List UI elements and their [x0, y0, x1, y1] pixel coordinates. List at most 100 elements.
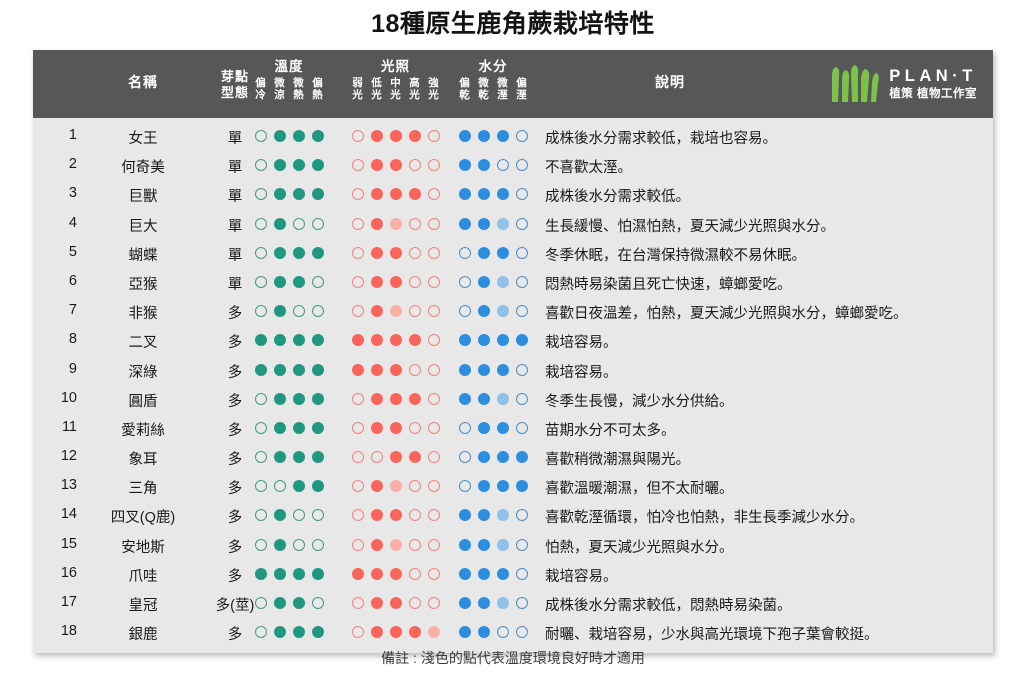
row-water-dots [455, 421, 531, 434]
table-row[interactable]: 17 皇冠 多(莖) 成株後水分需求較低，悶熱時易染菌。 [33, 589, 993, 618]
dot-cell [474, 392, 493, 405]
rating-dot-light-3-none [408, 421, 421, 434]
table-row[interactable]: 5 蝴蝶 單 冬季休眠，在台灣保持微濕較不易休眠。 [33, 239, 993, 268]
dot-cell [474, 130, 493, 142]
table-row[interactable]: 13 三角 多 喜歡溫暖潮濕，但不太耐曬。 [33, 472, 993, 501]
dot-cell [348, 597, 367, 609]
rating-dot-temp-1-full [273, 305, 286, 318]
rating-dot-light-1-full [370, 509, 383, 522]
rating-dot-water-0-none [458, 451, 471, 464]
row-bud-type: 多 [227, 364, 243, 381]
dot-cell [270, 626, 289, 639]
rating-dot-temp-1-full [273, 130, 286, 142]
row-temp-dots [251, 392, 327, 405]
dot-cell [405, 334, 424, 347]
table-row[interactable]: 15 安地斯 多 怕熱，夏天減少光照與水分。 [33, 531, 993, 560]
rating-dot-light-2-full [389, 567, 402, 580]
dot-cell [367, 480, 386, 493]
rating-dot-water-3-none [515, 363, 528, 376]
plant-leaves-icon [832, 65, 880, 102]
rating-dot-temp-1-full [273, 567, 286, 580]
rating-dot-light-2-pale [389, 217, 402, 230]
row-light-dots [348, 480, 443, 493]
rating-dot-water-1-full [477, 159, 490, 172]
rating-dot-water-3-none [515, 217, 528, 230]
subheader-微乾: 微乾 [478, 77, 489, 101]
table-row[interactable]: 18 銀鹿 多 耐曬、栽培容易，少水與高光環境下孢子葉會較挺。 [33, 618, 993, 647]
table-row[interactable]: 1 女王 單 成株後水分需求較低，栽培也容易。 [33, 122, 993, 151]
table-row[interactable]: 7 非猴 多 喜歡日夜溫差，怕熱，夏天減少光照與水分，蟑螂愛吃。 [33, 297, 993, 326]
dot-cell [424, 217, 443, 230]
table-row[interactable]: 6 亞猴 單 悶熱時易染菌且死亡快速，蟑螂愛吃。 [33, 268, 993, 297]
table-row[interactable]: 11 愛莉絲 多 苗期水分不可太多。 [33, 414, 993, 443]
dot-cell [455, 188, 474, 201]
row-index: 18 [60, 623, 77, 640]
rating-dot-water-3-none [515, 597, 528, 609]
rating-dot-light-4-none [427, 597, 440, 609]
rating-dot-light-2-pale [389, 480, 402, 493]
rating-dot-light-3-none [408, 567, 421, 580]
row-temp-dots [251, 567, 327, 580]
row-species-name: 深綠 [128, 364, 158, 381]
rating-dot-light-4-none [427, 246, 440, 259]
dot-cell [493, 217, 512, 230]
rating-dot-temp-2-full [292, 334, 305, 347]
rating-dot-light-3-none [408, 217, 421, 230]
row-description: 喜歡日夜溫差，怕熱，夏天減少光照與水分，蟑螂愛吃。 [545, 306, 908, 323]
rating-dot-light-2-full [389, 392, 402, 405]
row-index: 17 [60, 594, 77, 610]
rating-dot-light-3-full [408, 188, 421, 201]
dot-cell [493, 188, 512, 201]
table-row[interactable]: 4 巨大 單 生長緩慢、怕濕怕熱，夏天減少光照與水分。 [33, 210, 993, 239]
rating-dot-temp-1-full [273, 451, 286, 464]
rating-dot-water-0-full [458, 392, 471, 405]
dot-cell [367, 217, 386, 230]
dot-cell [251, 275, 270, 288]
table-row[interactable]: 3 巨獸 單 成株後水分需求較低。 [33, 180, 993, 209]
rating-dot-water-3-none [515, 188, 528, 201]
rating-dot-water-3-none [515, 130, 528, 142]
header-bud-line2: 型態 [220, 84, 249, 100]
table-row[interactable]: 12 象耳 多 喜歡稍微潮濕與陽光。 [33, 443, 993, 472]
rating-dot-temp-0-none [254, 275, 267, 288]
dot-cell [270, 451, 289, 464]
table-row[interactable]: 9 深綠 多 栽培容易。 [33, 356, 993, 385]
rating-dot-light-1-full [370, 538, 383, 551]
row-bud-type: 單 [227, 131, 243, 147]
row-species-name: 二叉 [128, 335, 158, 352]
table-row[interactable]: 2 何奇美 單 不喜歡太溼。 [33, 151, 993, 180]
row-bud-type: 單 [227, 276, 243, 293]
table-row[interactable]: 14 四叉(Q鹿) 多 喜歡乾溼循環，怕冷也怕熱，非生長季減少水分。 [33, 501, 993, 530]
dot-cell [289, 626, 308, 639]
row-description: 成株後水分需求較低。 [545, 189, 690, 206]
dot-cell [405, 217, 424, 230]
rating-dot-light-4-none [427, 130, 440, 142]
dot-cell [289, 509, 308, 522]
row-index: 6 [68, 272, 77, 289]
dot-cell [424, 159, 443, 172]
rating-dot-water-2-full [496, 363, 509, 376]
rating-dot-temp-1-full [273, 246, 286, 259]
row-index: 5 [68, 243, 77, 260]
dot-cell [289, 480, 308, 493]
table-row[interactable]: 8 二叉 多 栽培容易。 [33, 326, 993, 355]
rating-dot-temp-0-none [254, 451, 267, 464]
rating-dot-light-3-full [408, 130, 421, 142]
row-description: 苗期水分不可太多。 [545, 422, 676, 439]
row-species-name: 皇冠 [128, 598, 158, 614]
dot-cell [424, 334, 443, 347]
row-temp-dots [251, 480, 327, 493]
dot-cell [424, 509, 443, 522]
dot-cell [474, 567, 493, 580]
rating-dot-temp-0-none [254, 421, 267, 434]
rating-dot-water-2-pale [496, 217, 509, 230]
rating-dot-light-0-none [351, 305, 364, 318]
rating-dot-water-2-pale [496, 597, 509, 609]
dot-cell [308, 451, 327, 464]
dot-cell [251, 567, 270, 580]
table-row[interactable]: 10 圓盾 多 冬季生長慢，減少水分供給。 [33, 385, 993, 414]
dot-cell [424, 597, 443, 609]
table-row[interactable]: 16 爪哇 多 栽培容易。 [33, 560, 993, 589]
dot-cell [455, 509, 474, 522]
row-light-dots [348, 509, 443, 522]
